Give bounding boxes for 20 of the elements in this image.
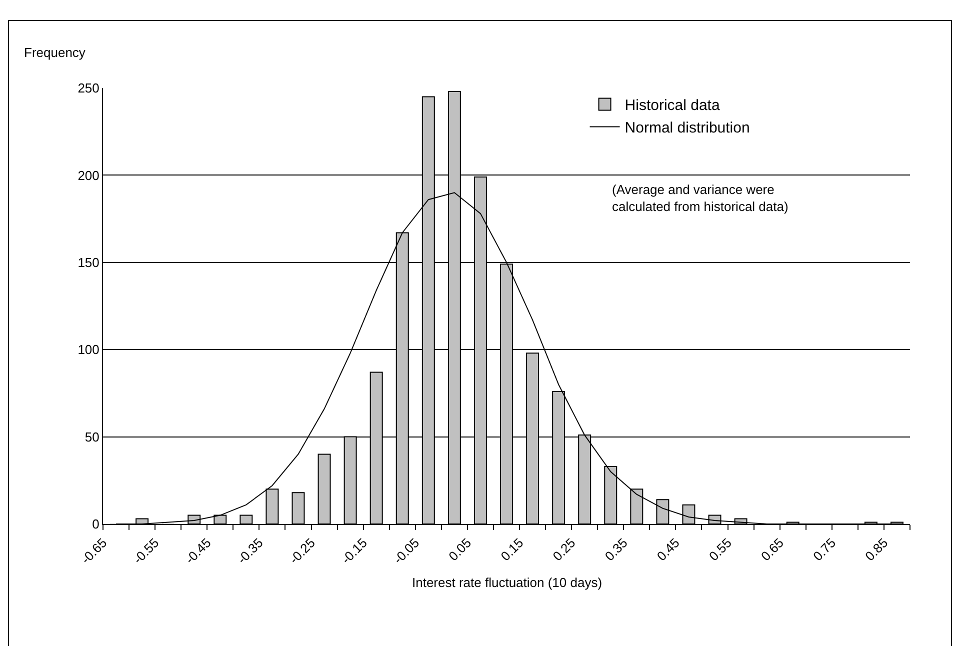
- y-tick-label: 50: [84, 429, 100, 444]
- x-tick-label: 0.65: [758, 535, 787, 564]
- y-tick-label: 250: [78, 80, 100, 96]
- x-tick-label: 0.25: [550, 535, 578, 564]
- x-tick-label: 0.35: [602, 535, 630, 564]
- legend-label: Historical data: [624, 97, 720, 114]
- y-axis-title: Frequency: [24, 45, 86, 60]
- x-tick-label: 0.75: [810, 535, 839, 564]
- x-axis-title: Interest rate fluctuation (10 days): [412, 575, 602, 590]
- x-tick-label: 0.55: [706, 535, 734, 564]
- x-tick-label: 0.05: [446, 535, 474, 564]
- y-tick-label: 150: [78, 254, 100, 270]
- annotation: (Average and variance were calculated from historical data): [612, 182, 788, 214]
- x-tick-label: 0.85: [862, 535, 891, 564]
- x-tick-label: 0.15: [498, 535, 526, 564]
- y-tick-label: 0: [92, 516, 100, 532]
- legend-label: Normal distribution: [624, 120, 750, 137]
- y-tick-label: 100: [78, 342, 100, 358]
- x-tick-label: 0.45: [654, 535, 682, 564]
- y-tick-label: 200: [78, 168, 100, 183]
